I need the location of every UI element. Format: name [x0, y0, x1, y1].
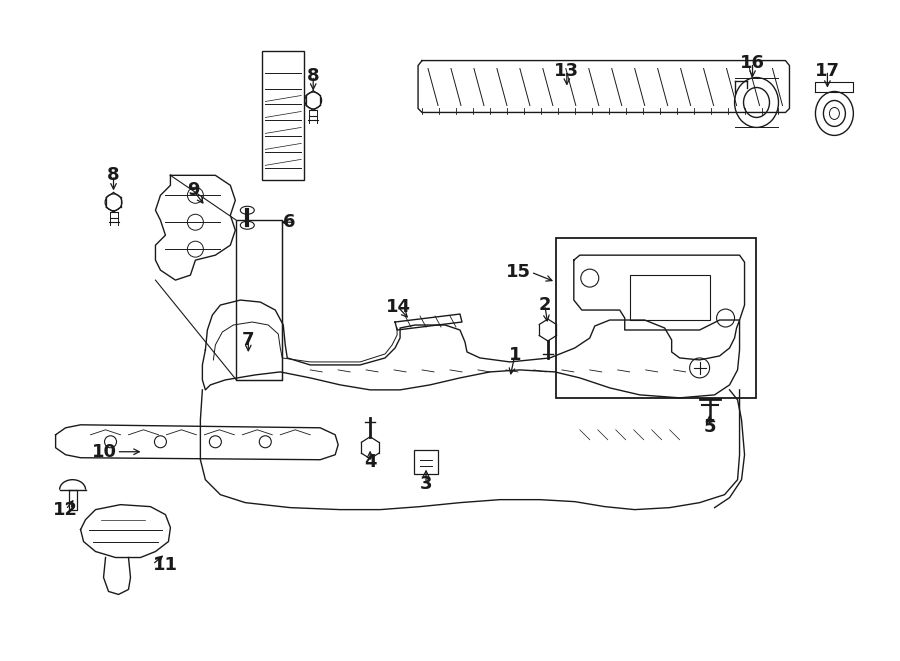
Text: 9: 9: [187, 181, 200, 200]
Text: 10: 10: [92, 443, 116, 461]
Text: 3: 3: [419, 475, 432, 492]
Text: 14: 14: [385, 298, 410, 316]
Text: 4: 4: [364, 453, 376, 471]
Text: 8: 8: [307, 67, 320, 85]
Bar: [630, 275, 709, 320]
Bar: [237, 220, 283, 380]
Text: 17: 17: [814, 61, 840, 79]
Bar: [556, 238, 755, 398]
Text: 15: 15: [506, 263, 531, 281]
Text: 12: 12: [53, 500, 78, 519]
Text: 11: 11: [152, 555, 177, 574]
Text: 8: 8: [107, 167, 120, 184]
Text: 2: 2: [538, 296, 551, 314]
Text: 5: 5: [703, 418, 716, 436]
Text: 16: 16: [740, 54, 765, 71]
Text: 7: 7: [242, 331, 255, 349]
Text: 13: 13: [554, 61, 580, 79]
Bar: [414, 449, 438, 474]
Text: 1: 1: [508, 346, 521, 364]
Text: 6: 6: [283, 214, 295, 231]
Bar: [262, 51, 304, 180]
